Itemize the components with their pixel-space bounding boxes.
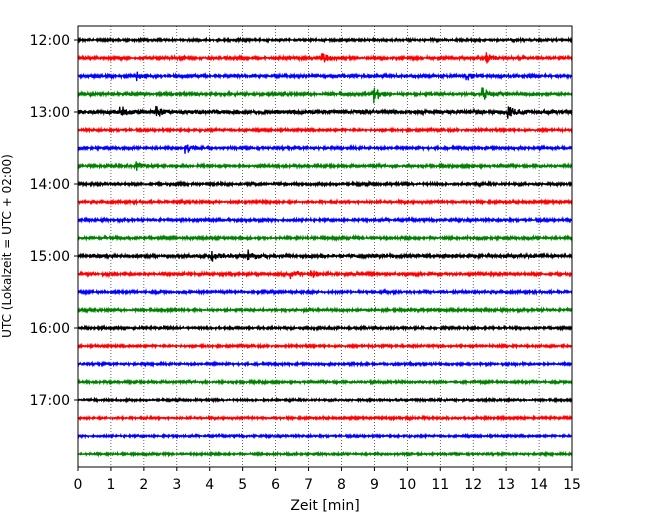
y-tick-label: 17:00: [30, 393, 70, 409]
trace-1215: [77, 52, 573, 64]
x-tick-label: 8: [337, 477, 346, 493]
trace-1600: [77, 324, 573, 332]
trace-1315: [77, 126, 573, 134]
y-tick-label: 16:00: [30, 321, 70, 337]
x-tick-label: 10: [398, 477, 416, 493]
trace-1530: [77, 287, 573, 296]
trace-1745: [77, 450, 573, 458]
trace-1330: [77, 144, 573, 154]
x-tick-label: 14: [530, 477, 548, 493]
trace-1515: [77, 269, 573, 280]
trace-1230: [77, 71, 573, 82]
trace-1445: [77, 233, 573, 242]
trace-1700: [77, 396, 573, 404]
trace-1200: [77, 36, 573, 44]
x-tick-label: 12: [464, 477, 482, 493]
trace-1645: [77, 378, 573, 386]
trace-1500: [77, 249, 573, 262]
plot-background: [78, 26, 572, 467]
y-tick-label: 13:00: [30, 105, 70, 121]
trace-1545: [77, 306, 573, 314]
x-tick-label: 5: [238, 477, 247, 493]
x-tick-label: 7: [304, 477, 313, 493]
y-axis-title: UTC (Lokalzeit = UTC + 02:00): [0, 154, 14, 338]
x-tick-label: 4: [205, 477, 214, 493]
x-tick-label: 9: [370, 477, 379, 493]
x-axis-title: Zeit [min]: [290, 498, 359, 514]
y-tick-label: 12:00: [30, 33, 70, 49]
y-tick-label: 14:00: [30, 177, 70, 193]
trace-1415: [77, 198, 573, 206]
trace-1730: [77, 432, 573, 440]
x-tick-label: 6: [271, 477, 280, 493]
x-tick-label: 15: [563, 477, 581, 493]
x-tick-label: 13: [497, 477, 515, 493]
x-tick-label: 11: [431, 477, 449, 493]
x-tick-label: 1: [106, 477, 115, 493]
trace-1715: [77, 414, 573, 422]
trace-1430: [77, 216, 573, 225]
trace-1345: [77, 161, 573, 171]
y-axis: 12:00 13:00 14:00 15:00 16:00 17:00: [30, 33, 78, 409]
seismic-traces: [77, 36, 573, 458]
trace-1400: [77, 179, 573, 189]
trace-1300: [77, 105, 573, 119]
y-tick-label: 15:00: [30, 249, 70, 265]
x-tick-label: 3: [172, 477, 181, 493]
trace-1245: [77, 87, 573, 104]
x-tick-label: 2: [139, 477, 148, 493]
trace-1630: [77, 360, 573, 368]
plot-frame: [77, 25, 573, 468]
x-axis: 0 1 2 3 4 5 6 7 8 9 10 11 12 13 14 15: [74, 467, 581, 493]
x-tick-label: 0: [74, 477, 83, 493]
trace-1615: [77, 342, 573, 350]
